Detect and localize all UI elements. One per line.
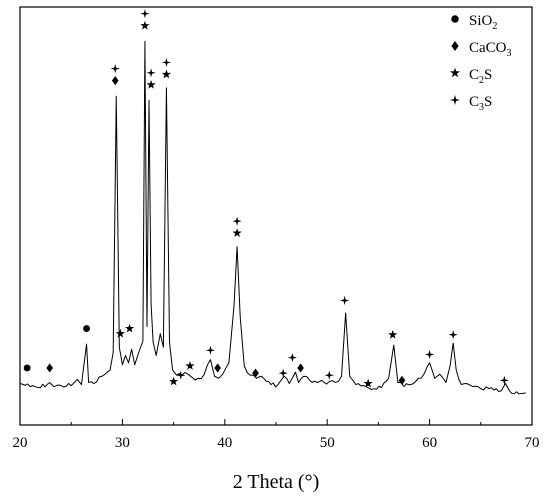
peak-marker [140, 9, 150, 30]
four-point-star-marker [110, 64, 120, 74]
four-point-star-marker [232, 216, 242, 226]
star-marker [146, 79, 156, 89]
four-point-star-marker [448, 330, 458, 340]
diamond-marker [111, 76, 119, 86]
four-point-star-marker [278, 368, 288, 378]
peak-marker [205, 345, 216, 355]
circle-marker [83, 325, 91, 332]
peak-marker [83, 325, 91, 332]
four-point-star-marker [146, 68, 156, 78]
diamond-marker [214, 363, 221, 373]
x-tick-label: 30 [115, 435, 130, 451]
star-marker [115, 328, 125, 338]
circle-marker [23, 364, 31, 372]
four-point-star-marker [140, 9, 150, 19]
legend: SiO2 CaCO3 C2S C3S [450, 13, 512, 113]
diamond-marker [297, 363, 304, 373]
legend-label: C2S [469, 67, 492, 86]
four-point-star-marker [499, 375, 509, 385]
peak-marker [232, 216, 242, 238]
four-point-star-marker [340, 295, 350, 306]
peak-marker [252, 368, 259, 378]
peak-marker [340, 295, 350, 306]
four-point-star-marker [324, 370, 334, 380]
peak-marker [297, 363, 304, 373]
x-tick-label: 40 [217, 435, 232, 451]
peak-marker [185, 361, 195, 370]
legend-label: SiO2 [469, 13, 497, 32]
legend-item: CaCO3 [451, 40, 512, 59]
x-axis: 20 30 40 50 60 70 [13, 419, 540, 451]
peak-marker [324, 370, 334, 380]
star-marker [124, 323, 135, 333]
diamond-marker [398, 375, 406, 385]
star-marker [140, 20, 150, 30]
four-point-star-marker [205, 345, 216, 355]
legend-item: C3S [450, 94, 492, 113]
star-marker [363, 378, 373, 388]
legend-label: C3S [469, 94, 492, 113]
legend-label: CaCO3 [469, 40, 512, 59]
x-tick-label: 20 [13, 435, 28, 451]
peak-marker [23, 364, 31, 372]
four-point-star-marker [425, 349, 435, 360]
legend-item: C2S [450, 67, 492, 86]
diamond-marker [451, 41, 459, 51]
series-group [19, 40, 526, 395]
peak-marker [398, 375, 406, 385]
peak-marker [499, 375, 509, 385]
peak-marker [388, 329, 398, 339]
diamond-marker [252, 368, 259, 378]
peak-marker [46, 363, 54, 373]
peak-marker [363, 378, 373, 388]
peak-marker [287, 352, 297, 363]
star-marker [232, 228, 242, 238]
four-point-star-marker [287, 352, 297, 363]
peak-marker [278, 368, 288, 378]
peak-marker [146, 68, 156, 89]
legend-item: SiO2 [451, 13, 497, 32]
peak-marker [176, 370, 186, 380]
circle-marker [451, 15, 459, 23]
star-marker [161, 69, 172, 79]
peak-marker [169, 376, 179, 386]
star-marker [185, 361, 195, 370]
peak-marker [110, 64, 120, 86]
x-axis-title: 2 Theta (°) [233, 471, 319, 493]
x-tick-label: 60 [422, 435, 437, 451]
peak-marker [124, 323, 135, 333]
peak-marker [161, 57, 172, 79]
diamond-marker [46, 363, 54, 373]
peak-marker [115, 328, 125, 338]
four-point-star-marker [161, 57, 172, 68]
peak-marker [448, 330, 458, 340]
star-marker [388, 329, 398, 339]
four-point-star-marker [450, 95, 460, 105]
x-tick-label: 50 [320, 435, 335, 451]
peak-marker [214, 363, 221, 373]
xrd-series-line [19, 40, 526, 395]
peak-markers-group [23, 9, 509, 388]
star-marker [450, 67, 460, 78]
four-point-star-marker [176, 370, 186, 380]
star-marker [169, 376, 179, 386]
peak-marker [425, 349, 435, 360]
x-tick-label: 70 [525, 435, 540, 451]
